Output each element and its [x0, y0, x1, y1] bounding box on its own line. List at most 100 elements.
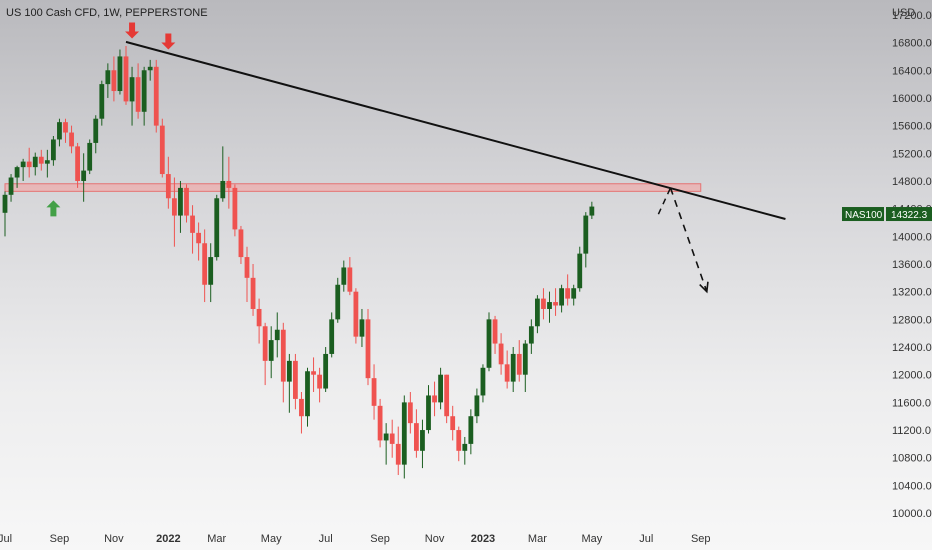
- candle: [214, 194, 220, 261]
- candle-body: [577, 253, 583, 289]
- candle-body: [105, 70, 111, 85]
- candle-body: [26, 161, 32, 168]
- candle-body: [462, 443, 468, 451]
- candle-body: [347, 267, 353, 292]
- candle-body: [395, 443, 401, 465]
- candle-body: [547, 302, 552, 309]
- candle-body: [99, 84, 105, 119]
- candle: [377, 398, 383, 448]
- candle: [492, 315, 498, 354]
- candle: [504, 350, 510, 389]
- candle-body: [214, 198, 220, 258]
- candle-body: [480, 367, 486, 396]
- x-tick-label: Sep: [50, 533, 70, 545]
- candle: [541, 288, 546, 320]
- down-arrow-icon: [161, 33, 176, 50]
- candle: [44, 149, 50, 178]
- candle-body: [317, 374, 322, 389]
- y-tick-label: 13200.0: [892, 287, 932, 299]
- y-tick-label: 17200.0: [892, 10, 932, 22]
- candle: [420, 419, 425, 469]
- candle-body: [492, 319, 498, 344]
- candle-body: [153, 66, 159, 126]
- candle: [359, 308, 365, 348]
- candle: [208, 243, 214, 303]
- candle: [462, 436, 468, 465]
- candle: [480, 364, 486, 403]
- candle-body: [553, 302, 558, 306]
- candle: [2, 191, 8, 237]
- y-tick-label: 10400.0: [892, 480, 932, 492]
- candle: [407, 392, 413, 434]
- candle: [129, 66, 135, 126]
- candle: [202, 229, 208, 303]
- candle-body: [383, 433, 389, 441]
- candle: [57, 118, 62, 147]
- candle-body: [571, 288, 577, 299]
- candle-body: [172, 198, 177, 216]
- candle-body: [14, 167, 20, 178]
- candle: [335, 277, 341, 323]
- candle: [341, 260, 347, 292]
- candle: [353, 288, 359, 344]
- candle-body: [232, 187, 238, 230]
- candle: [262, 322, 268, 386]
- currency-label: USD: [892, 7, 915, 19]
- candle: [317, 367, 322, 403]
- candle-body: [238, 229, 244, 258]
- y-tick-label: 11600.0: [892, 397, 931, 409]
- candle: [178, 180, 183, 233]
- y-tick-label: 11200.0: [892, 425, 931, 437]
- candle: [305, 367, 310, 427]
- candle: [105, 63, 111, 98]
- candle: [244, 246, 250, 303]
- x-tick-label: May: [581, 533, 602, 545]
- candle-body: [420, 430, 425, 451]
- candle: [123, 46, 129, 105]
- candle-body: [414, 423, 419, 451]
- candle-body: [559, 288, 564, 306]
- candle-body: [165, 174, 171, 199]
- candle: [250, 264, 256, 316]
- candle: [414, 409, 419, 458]
- x-tick-label: Jul: [0, 533, 12, 545]
- forecast-arrow-head: [699, 281, 709, 294]
- candle-body: [528, 326, 534, 344]
- candle: [528, 319, 534, 354]
- candle: [141, 66, 147, 126]
- candle: [383, 423, 389, 465]
- candle-body: [220, 180, 226, 199]
- candle: [571, 284, 577, 306]
- candle: [468, 409, 474, 455]
- candle: [329, 312, 335, 358]
- candle: [159, 118, 165, 178]
- candle-body: [359, 319, 365, 337]
- y-tick-label: 16000.0: [892, 93, 932, 105]
- candle-body: [250, 277, 256, 309]
- candle-body: [117, 56, 123, 92]
- candle: [184, 184, 189, 223]
- candle-body: [498, 343, 504, 365]
- candle: [450, 405, 456, 441]
- candle: [38, 149, 44, 171]
- candle-body: [293, 360, 298, 399]
- y-tick-label: 16400.0: [892, 65, 932, 77]
- candle: [583, 212, 589, 268]
- candle: [93, 115, 99, 154]
- candle-body: [335, 284, 341, 320]
- candle-body: [87, 142, 93, 171]
- candle: [32, 152, 38, 176]
- x-tick-label: Jul: [639, 533, 653, 545]
- x-tick-label: Nov: [425, 533, 445, 545]
- candle: [426, 385, 431, 434]
- forecast-arrow-line: [669, 187, 708, 292]
- candle-body: [299, 398, 304, 417]
- x-tick-label: 2022: [156, 533, 180, 545]
- candle-body: [184, 187, 189, 216]
- candle: [26, 147, 32, 178]
- candle: [498, 333, 504, 375]
- candle: [69, 125, 74, 154]
- candle: [196, 222, 201, 261]
